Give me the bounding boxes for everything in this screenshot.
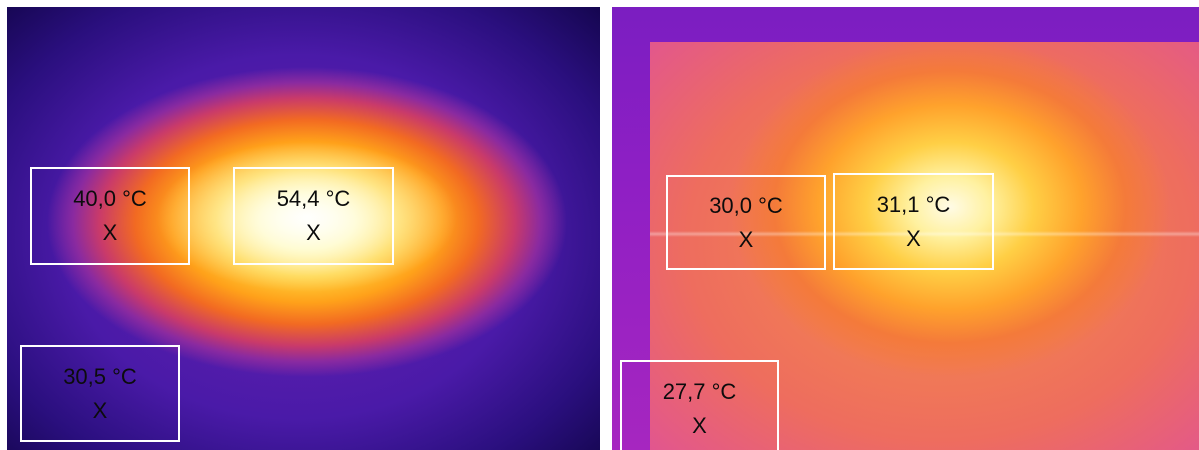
measurement-marker: X xyxy=(102,220,118,245)
thermal-heatmap xyxy=(650,42,1199,450)
thermal-image-left: 40,0 °C X 54,4 °C X 30,5 °C X xyxy=(7,7,600,450)
temperature-readout: 40,0 °C xyxy=(73,186,147,211)
measurement-box-corner: 30,5 °C X xyxy=(20,345,180,442)
board-seam xyxy=(650,231,1199,237)
measurement-box-center: 31,1 °C X xyxy=(833,173,994,270)
measurement-marker: X xyxy=(738,226,754,252)
measurement-box-corner: 27,7 °C X xyxy=(620,360,779,450)
measurement-marker: X xyxy=(692,412,707,438)
temperature-readout: 30,5 °C xyxy=(63,363,137,389)
temperature-readout: 54,4 °C xyxy=(276,186,351,211)
thermal-heatmap xyxy=(7,7,600,450)
thermal-image-right: 30,0 °C X 31,1 °C X 27,7 °C X xyxy=(612,7,1199,450)
temperature-readout: 31,1 °C xyxy=(876,191,951,217)
measurement-box-left: 30,0 °C X xyxy=(666,175,826,270)
measurement-box-left: 40,0 °C X xyxy=(30,167,190,265)
measurement-marker: X xyxy=(906,225,921,251)
temperature-readout: 30,0 °C xyxy=(709,192,783,218)
measurement-marker: X xyxy=(92,397,108,423)
measurement-marker: X xyxy=(306,220,321,245)
measurement-box-center: 54,4 °C X xyxy=(233,167,394,265)
temperature-readout: 27,7 °C xyxy=(662,378,737,404)
